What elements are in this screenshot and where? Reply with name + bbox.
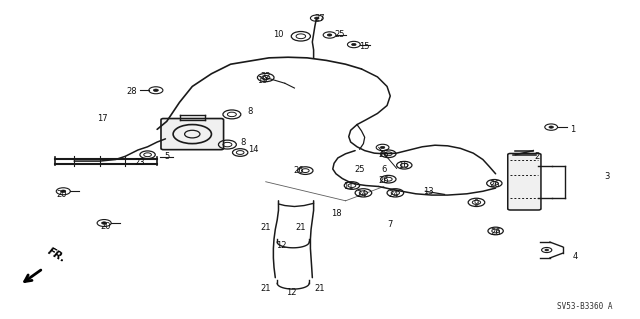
Text: 28: 28 [126, 87, 137, 96]
Text: 20: 20 [56, 190, 67, 199]
Text: 24: 24 [388, 190, 399, 199]
Text: 8: 8 [247, 108, 252, 116]
Text: 26: 26 [489, 181, 500, 189]
Text: 17: 17 [97, 114, 108, 123]
Circle shape [549, 126, 554, 128]
Circle shape [380, 146, 385, 149]
Text: 1: 1 [570, 125, 575, 134]
Text: 3: 3 [605, 173, 610, 182]
Text: 7: 7 [388, 220, 393, 229]
Text: 19: 19 [257, 76, 268, 85]
Text: 22: 22 [260, 72, 271, 81]
Text: 6: 6 [381, 165, 387, 174]
Circle shape [545, 249, 548, 251]
Circle shape [315, 17, 319, 19]
Text: 21: 21 [260, 284, 271, 293]
FancyBboxPatch shape [161, 119, 223, 150]
Text: 26: 26 [378, 176, 389, 185]
Text: 18: 18 [331, 209, 341, 218]
Text: 2: 2 [534, 152, 540, 161]
Text: 9: 9 [474, 199, 479, 208]
Text: 25: 25 [355, 165, 365, 174]
Text: 24: 24 [356, 190, 367, 199]
Circle shape [102, 222, 107, 224]
Circle shape [327, 34, 332, 36]
Circle shape [154, 89, 158, 92]
Text: 13: 13 [423, 187, 434, 196]
FancyBboxPatch shape [508, 153, 541, 210]
Text: FR.: FR. [45, 246, 67, 264]
Text: 25: 25 [334, 30, 344, 39]
Circle shape [61, 190, 66, 192]
Circle shape [351, 43, 356, 46]
Text: 12: 12 [286, 288, 296, 297]
Text: 5: 5 [164, 152, 170, 161]
Text: 21: 21 [260, 223, 271, 232]
Text: 4: 4 [573, 252, 578, 261]
Text: 21: 21 [315, 284, 325, 293]
Text: 21: 21 [296, 223, 306, 232]
Text: 15: 15 [360, 42, 370, 51]
Text: 14: 14 [248, 145, 258, 154]
Text: 20: 20 [101, 222, 111, 231]
Text: 26: 26 [378, 150, 389, 159]
Text: 16: 16 [397, 161, 408, 170]
Text: 10: 10 [273, 30, 284, 39]
Text: 27: 27 [315, 14, 325, 23]
Text: 8: 8 [241, 137, 246, 146]
Text: 12: 12 [276, 241, 287, 250]
Text: 11: 11 [344, 182, 354, 191]
Text: SV53-B3360 A: SV53-B3360 A [557, 302, 612, 311]
Text: 26: 26 [490, 228, 501, 237]
Text: 23: 23 [134, 158, 145, 167]
Text: 26: 26 [294, 166, 304, 175]
